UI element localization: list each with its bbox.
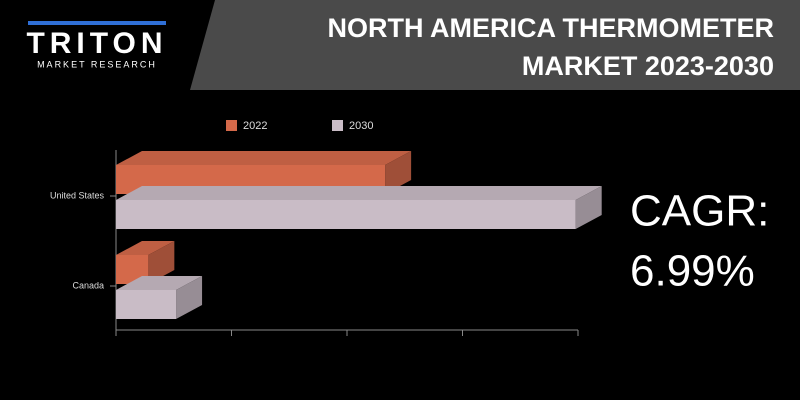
y-tick-label: United States — [50, 190, 105, 200]
y-tick-label: Canada — [72, 280, 104, 290]
title-banner — [190, 0, 800, 90]
bar-front — [116, 200, 576, 229]
legend-swatch — [226, 120, 237, 131]
title-line: MARKET 2023-2030 — [522, 51, 774, 81]
legend-swatch — [332, 120, 343, 131]
logo: TRITON — [26, 27, 167, 60]
bar-front — [116, 290, 177, 319]
bar — [116, 186, 602, 229]
bar-side — [385, 151, 412, 194]
bar-top — [116, 276, 203, 290]
bar-side — [148, 241, 175, 284]
legend-label: 2030 — [349, 120, 373, 132]
bar-side — [575, 186, 602, 229]
cagr-label: CAGR: — [630, 187, 769, 236]
bar-top — [116, 241, 175, 255]
bar-side — [176, 276, 203, 319]
bar-top — [116, 186, 602, 200]
bar-top — [116, 151, 412, 165]
bar — [116, 241, 175, 284]
bar — [116, 276, 203, 319]
logo-accent — [28, 21, 166, 25]
legend-label: 2022 — [243, 120, 267, 132]
cagr-value: 6.99% — [630, 247, 755, 296]
logo-subtitle: MARKET RESEARCH — [37, 59, 157, 69]
title-line: NORTH AMERICA THERMOMETER — [328, 13, 774, 43]
